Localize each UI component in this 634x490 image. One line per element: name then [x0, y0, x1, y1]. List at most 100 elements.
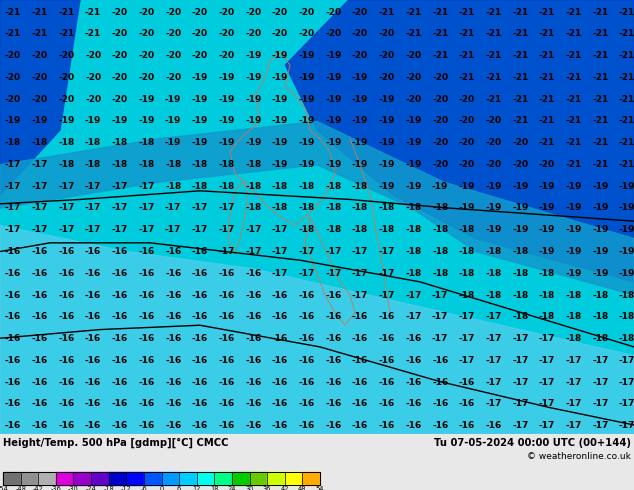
Text: -19: -19: [486, 203, 501, 213]
Text: -19: -19: [325, 116, 342, 125]
Text: -18: -18: [459, 269, 475, 278]
Text: -19: -19: [486, 182, 501, 191]
Text: -16: -16: [459, 399, 475, 408]
Text: -17: -17: [539, 378, 555, 387]
Text: -20: -20: [432, 73, 448, 82]
Text: -17: -17: [432, 291, 448, 299]
Text: -21: -21: [566, 51, 582, 60]
Text: -16: -16: [219, 312, 235, 321]
Text: -20: -20: [112, 95, 128, 103]
Text: -21: -21: [512, 7, 528, 17]
Text: -16: -16: [272, 356, 288, 365]
Bar: [162, 472, 179, 485]
Text: -16: -16: [85, 312, 101, 321]
Text: -18: -18: [85, 138, 101, 147]
Text: -20: -20: [165, 51, 181, 60]
Text: -20: -20: [352, 51, 368, 60]
Text: -21: -21: [58, 29, 75, 38]
Text: -21: -21: [539, 95, 555, 103]
Text: -21: -21: [459, 73, 475, 82]
Text: -19: -19: [592, 225, 609, 234]
Text: -19: -19: [592, 269, 609, 278]
Text: -18: -18: [165, 182, 181, 191]
Text: -18: -18: [191, 160, 208, 169]
Text: -16: -16: [432, 356, 448, 365]
Text: -21: -21: [566, 73, 582, 82]
Text: -16: -16: [405, 334, 422, 343]
Text: -16: -16: [352, 312, 368, 321]
Text: -19: -19: [218, 138, 235, 147]
Text: -21: -21: [486, 95, 501, 103]
Text: -16: -16: [405, 421, 422, 430]
Text: -18: -18: [85, 160, 101, 169]
Text: -21: -21: [486, 51, 501, 60]
Text: -18: -18: [512, 269, 528, 278]
Text: -16: -16: [219, 269, 235, 278]
Text: -17: -17: [619, 421, 634, 430]
Text: -17: -17: [486, 356, 501, 365]
Text: -21: -21: [619, 51, 634, 60]
Text: -19: -19: [432, 182, 448, 191]
Text: -19: -19: [299, 160, 315, 169]
Text: -16: -16: [5, 399, 21, 408]
Text: -16: -16: [219, 378, 235, 387]
Text: -16: -16: [58, 269, 75, 278]
Text: -16: -16: [245, 421, 261, 430]
Text: -19: -19: [539, 203, 555, 213]
Bar: [197, 472, 214, 485]
Text: -20: -20: [112, 51, 128, 60]
Bar: [214, 472, 232, 485]
Text: -21: -21: [539, 116, 555, 125]
Text: -20: -20: [299, 7, 314, 17]
Text: -17: -17: [352, 269, 368, 278]
Text: -17: -17: [112, 203, 128, 213]
Text: -16: -16: [272, 334, 288, 343]
Text: -16: -16: [138, 399, 155, 408]
Text: -19: -19: [352, 73, 368, 82]
Text: -19: -19: [592, 182, 609, 191]
Text: -20: -20: [138, 51, 155, 60]
Text: -21: -21: [592, 73, 609, 82]
Text: -18: -18: [58, 138, 75, 147]
Text: -18: -18: [58, 160, 75, 169]
Text: -17: -17: [512, 399, 528, 408]
Text: -20: -20: [405, 73, 422, 82]
Text: -16: -16: [272, 421, 288, 430]
Text: -19: -19: [245, 116, 261, 125]
Text: -18: -18: [138, 160, 155, 169]
Text: -20: -20: [192, 7, 208, 17]
Text: -17: -17: [5, 225, 21, 234]
Text: -17: -17: [299, 247, 315, 256]
Text: -19: -19: [619, 203, 634, 213]
Text: -19: -19: [458, 203, 475, 213]
Text: -19: -19: [566, 269, 582, 278]
Text: -16: -16: [32, 269, 48, 278]
Text: -16: -16: [58, 291, 75, 299]
Text: -17: -17: [138, 182, 155, 191]
Text: -19: -19: [592, 247, 609, 256]
Text: -19: -19: [619, 225, 634, 234]
Text: -20: -20: [32, 95, 48, 103]
Text: -16: -16: [219, 399, 235, 408]
Text: -21: -21: [566, 7, 582, 17]
Text: -16: -16: [85, 356, 101, 365]
Text: -19: -19: [619, 247, 634, 256]
Text: -21: -21: [592, 29, 609, 38]
Text: -19: -19: [191, 73, 208, 82]
Text: -16: -16: [165, 247, 181, 256]
Text: -20: -20: [299, 29, 314, 38]
Text: -20: -20: [112, 7, 128, 17]
Text: Tu 07-05-2024 00:00 UTC (00+144): Tu 07-05-2024 00:00 UTC (00+144): [434, 438, 631, 448]
Text: -21: -21: [566, 116, 582, 125]
Text: -19: -19: [325, 138, 342, 147]
Text: -20: -20: [352, 29, 368, 38]
Text: -36: -36: [51, 486, 61, 490]
Text: -16: -16: [165, 421, 181, 430]
Text: -17: -17: [512, 421, 528, 430]
Text: -16: -16: [138, 378, 155, 387]
Text: -18: -18: [432, 269, 448, 278]
Text: -18: -18: [112, 138, 128, 147]
Text: -16: -16: [272, 378, 288, 387]
Text: -19: -19: [325, 73, 342, 82]
Text: -17: -17: [486, 399, 501, 408]
